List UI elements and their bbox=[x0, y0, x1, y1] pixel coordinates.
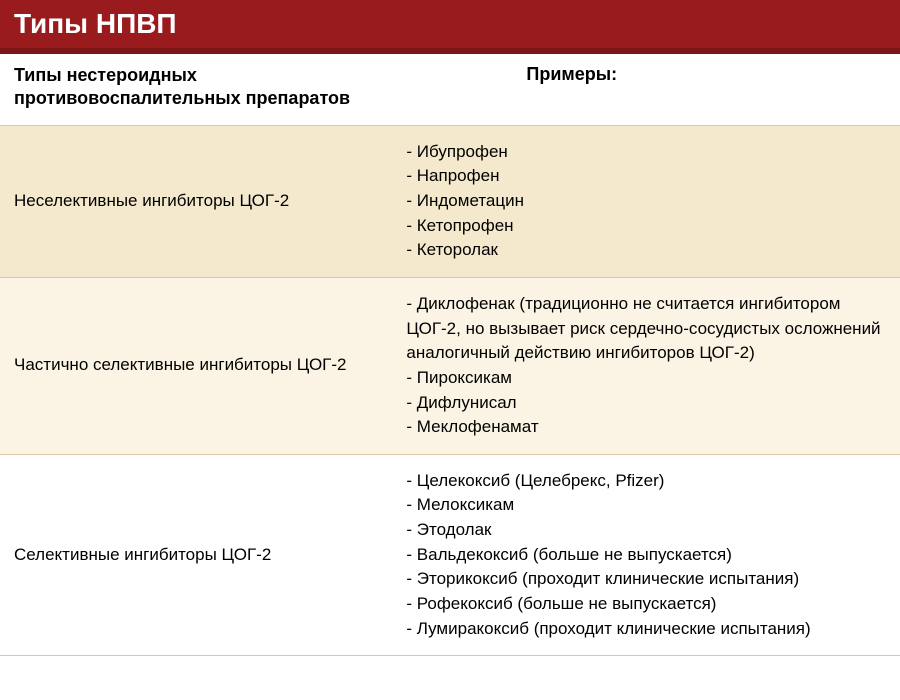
example-item: - Лумиракоксиб (проходит клинические исп… bbox=[406, 617, 886, 642]
examples-cell: - Ибупрофен- Напрофен- Индометацин- Кето… bbox=[406, 140, 886, 263]
example-item: - Этодолак bbox=[406, 518, 886, 543]
example-item: - Эторикоксиб (проходит клинические испы… bbox=[406, 567, 886, 592]
table-row: Неселективные ингибиторы ЦОГ-2- Ибупрофе… bbox=[0, 126, 900, 278]
type-label: Частично селективные ингибиторы ЦОГ-2 bbox=[14, 292, 406, 440]
column-header-types: Типы нестероидных противовоспалительных … bbox=[14, 64, 406, 111]
table-row: Селективные ингибиторы ЦОГ-2- Целекоксиб… bbox=[0, 455, 900, 656]
example-item: - Вальдекоксиб (больше не выпускается) bbox=[406, 543, 886, 568]
example-item: - Целекоксиб (Целебрекс, Pfizer) bbox=[406, 469, 886, 494]
column-header-examples: Примеры: bbox=[406, 64, 886, 111]
examples-cell: - Целекоксиб (Целебрекс, Pfizer)- Мелокс… bbox=[406, 469, 886, 641]
example-item: - Дифлунисал bbox=[406, 391, 886, 416]
example-item: - Пироксикам bbox=[406, 366, 886, 391]
example-item: - Напрофен bbox=[406, 164, 886, 189]
page-title: Типы НПВП bbox=[0, 0, 900, 54]
table-body: Неселективные ингибиторы ЦОГ-2- Ибупрофе… bbox=[0, 126, 900, 657]
type-label: Неселективные ингибиторы ЦОГ-2 bbox=[14, 140, 406, 263]
table-header: Типы нестероидных противовоспалительных … bbox=[0, 54, 900, 126]
example-item: - Мелоксикам bbox=[406, 493, 886, 518]
type-label: Селективные ингибиторы ЦОГ-2 bbox=[14, 469, 406, 641]
example-item: - Ибупрофен bbox=[406, 140, 886, 165]
example-item: - Кетопрофен bbox=[406, 214, 886, 239]
example-item: - Меклофенамат bbox=[406, 415, 886, 440]
examples-cell: - Диклофенак (традиционно не считается и… bbox=[406, 292, 886, 440]
example-item: - Рофекоксиб (больше не выпускается) bbox=[406, 592, 886, 617]
example-item: - Диклофенак (традиционно не считается и… bbox=[406, 292, 886, 366]
example-item: - Индометацин bbox=[406, 189, 886, 214]
example-item: - Кеторолак bbox=[406, 238, 886, 263]
table-row: Частично селективные ингибиторы ЦОГ-2- Д… bbox=[0, 278, 900, 455]
